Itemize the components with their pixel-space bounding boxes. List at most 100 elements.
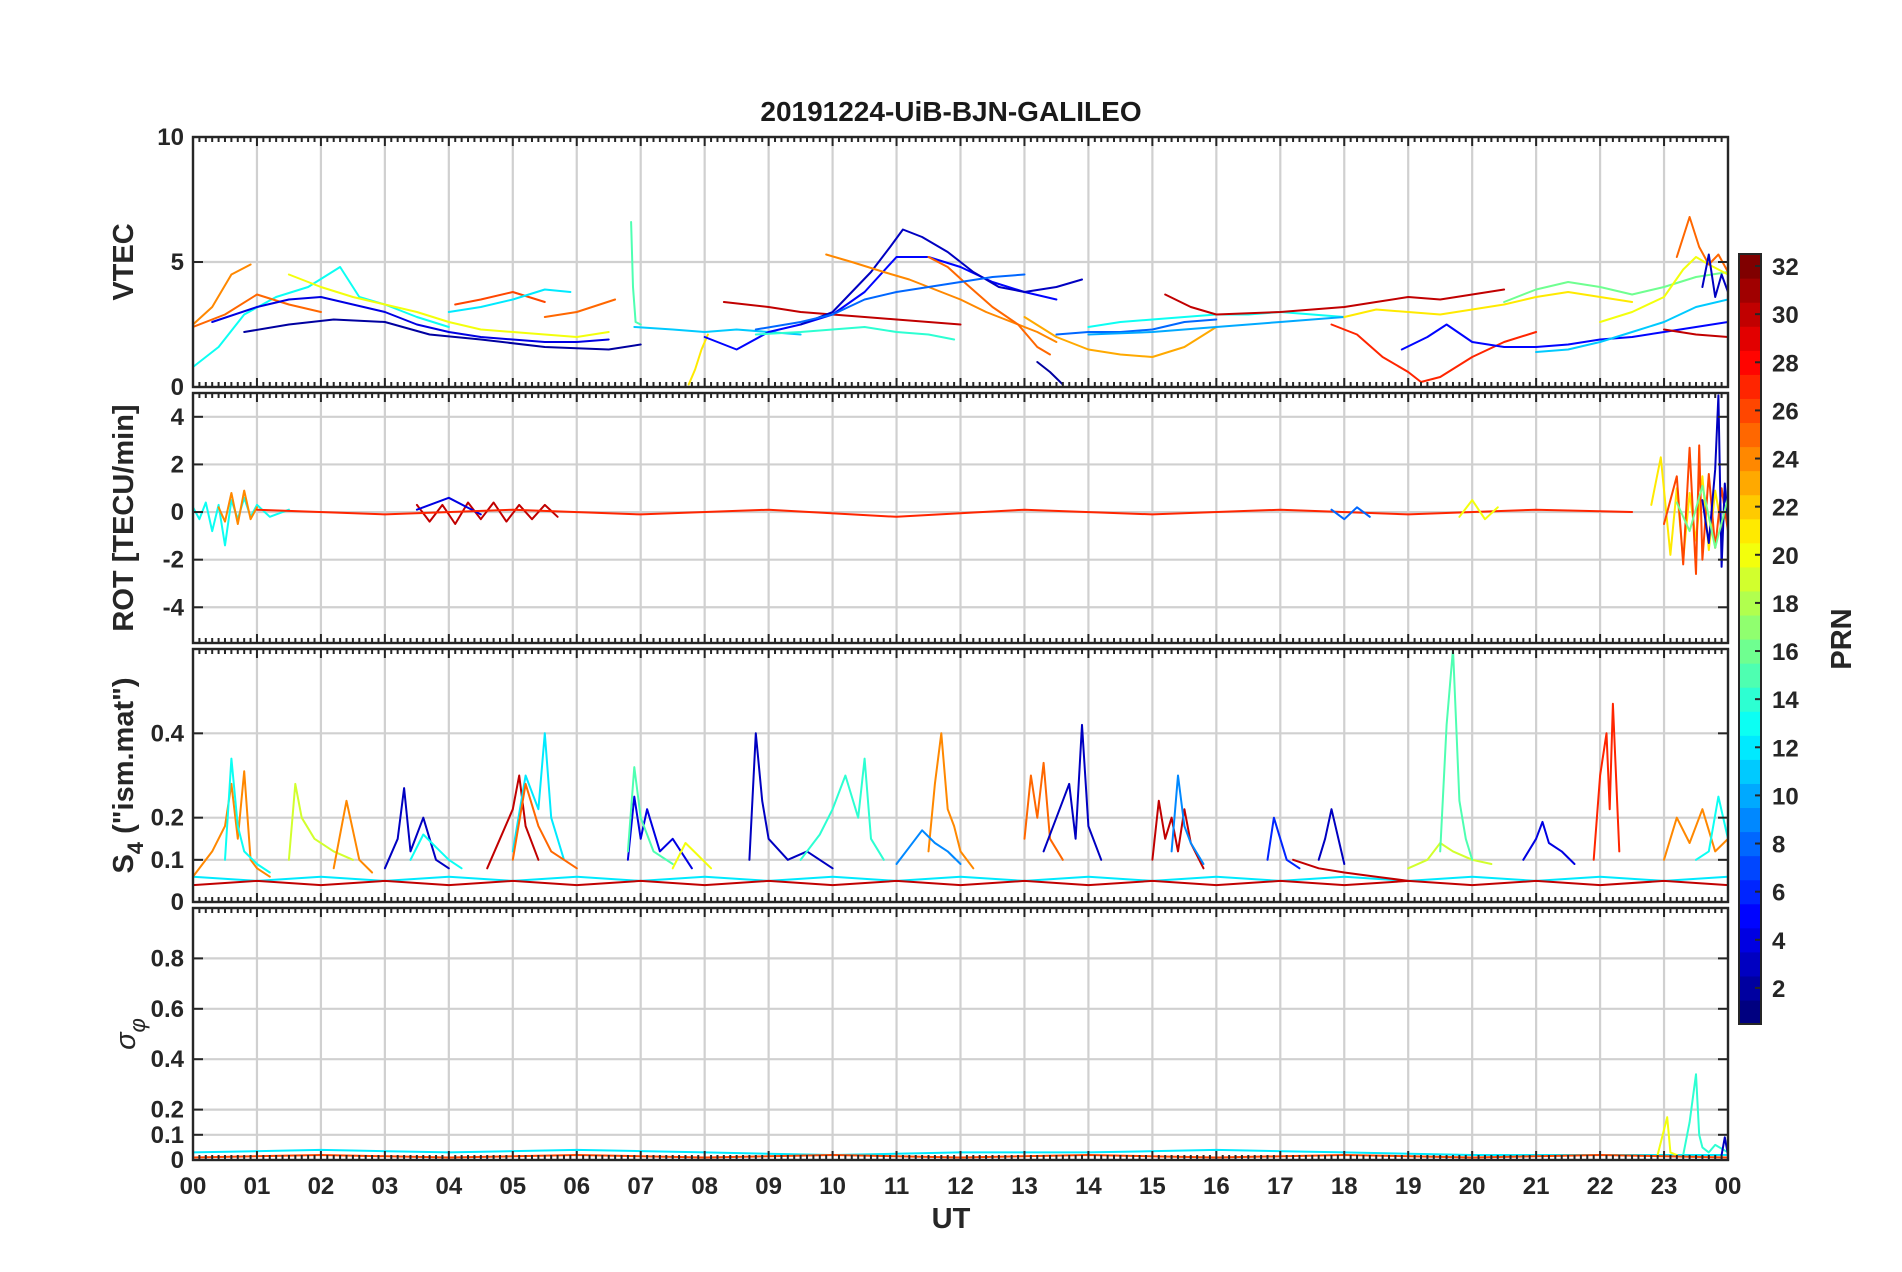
colorbar-tick-label: 12 [1772, 735, 1799, 762]
series-prn-4 [211, 296, 610, 343]
series-prn-13 [409, 833, 463, 870]
series-prn-15 [1439, 649, 1474, 861]
x-tick-label: 15 [1139, 1173, 1166, 1200]
x-tick-label: 19 [1395, 1173, 1422, 1200]
y-tick-label: 0 [171, 499, 184, 526]
colorbar-band [1739, 903, 1761, 929]
colorbar-tick-label: 20 [1772, 543, 1799, 570]
series-prn-30 [486, 774, 540, 870]
series-prn-30 [1663, 328, 1728, 338]
x-tick-label: 07 [627, 1173, 654, 1200]
series-prn-11 [1535, 298, 1728, 353]
colorbar-band [1739, 590, 1761, 616]
series-prn-3 [383, 787, 450, 870]
y-axis-label-main: σ [110, 1031, 142, 1050]
series-prn-26 [454, 291, 546, 306]
series-prn-21 [1343, 291, 1634, 318]
x-tick-label: 14 [1075, 1173, 1102, 1200]
colorbar-band [1739, 326, 1761, 351]
series-prn-15 [630, 221, 642, 326]
series-prn-11 [633, 326, 802, 336]
x-axis: 00 01 02 03 04 05 06 07 08 09 10 11 12 13 14 15 16 17 18 19… [180, 1173, 1742, 1200]
y-tick-label: 4 [171, 404, 185, 431]
y-axis-label: VTEC [108, 223, 140, 300]
colorbar-band [1739, 783, 1761, 809]
series-prn-2 [1036, 361, 1064, 386]
panel-1: 0 5 10 VTEC [108, 124, 1730, 401]
y-tick-label: 0.4 [151, 1046, 185, 1073]
panel-frame [191, 135, 1730, 389]
y-axis-label: σφ [110, 1018, 150, 1050]
colorbar-band [1739, 254, 1761, 279]
colorbar-tick-label: 32 [1772, 254, 1799, 281]
series-prn-14 [754, 326, 956, 341]
colorbar-tick-label: 18 [1772, 591, 1799, 618]
series-prn-27 [256, 508, 1634, 518]
colorbar-tick-label: 26 [1772, 398, 1799, 425]
series-prn-9 [1170, 774, 1205, 865]
series-prn-8 [754, 273, 1026, 331]
colorbar-band [1739, 278, 1761, 303]
series-prn-16 [1675, 484, 1728, 549]
x-tick-label: 13 [1011, 1173, 1038, 1200]
x-tick-label: 02 [308, 1173, 335, 1200]
series-prn-4 [1522, 820, 1576, 865]
colorbar-tick-label: 16 [1772, 639, 1799, 666]
colorbar-tick-label: 4 [1772, 928, 1786, 955]
series-prn-3 [1317, 808, 1346, 865]
series-prn-25 [1023, 761, 1064, 861]
colorbar-band [1739, 975, 1761, 1001]
colorbar-band [1739, 422, 1761, 448]
y-tick-label: 0.1 [151, 847, 184, 874]
colorbar-band [1739, 879, 1761, 905]
series-prn-24 [193, 770, 271, 878]
series-prn-25 [927, 256, 1051, 356]
x-tick-label: 00 [1715, 1173, 1742, 1200]
series-prn-30 [1292, 858, 1410, 882]
series-prn-23 [1023, 316, 1218, 358]
series-prn-3 [1042, 723, 1103, 861]
panel-4: 00.10.2 0.4 0.6 0.8 σφ [110, 906, 1730, 1174]
panel-frame [191, 647, 1730, 904]
panel-3: 00.10.20.4S4 ("ism.mat") [108, 647, 1730, 916]
x-tick-label: 04 [435, 1173, 462, 1200]
x-tick-label: 10 [819, 1173, 846, 1200]
colorbar-tick-label: 24 [1772, 447, 1799, 474]
colorbar-band [1739, 759, 1761, 784]
colorbar-band [1739, 663, 1761, 688]
colorbar-tick-label: 8 [1772, 832, 1785, 859]
colorbar-band [1739, 518, 1761, 544]
colorbar-band [1739, 446, 1761, 472]
series-prn-20 [671, 842, 713, 870]
colorbar-band [1739, 374, 1761, 399]
series-prn-20 [1656, 1116, 1678, 1156]
y-tick-label: 0.4 [151, 720, 185, 747]
x-tick-label: 11 [884, 1173, 909, 1200]
x-tick-label: 17 [1267, 1173, 1294, 1200]
series-prn-20 [1458, 499, 1499, 521]
x-tick-label: 00 [180, 1173, 207, 1200]
x-tick-label: 09 [755, 1173, 782, 1200]
y-axis-label: ROT [TECU/min] [108, 404, 140, 631]
y-axis-label-sub: 4 [123, 841, 148, 854]
series-prn-13 [224, 757, 271, 874]
series-prn-24 [1663, 808, 1728, 861]
colorbar-band [1739, 807, 1761, 833]
series-prn-2 [243, 318, 642, 351]
series-prn-24 [825, 253, 1058, 343]
x-axis-label: UT [932, 1203, 971, 1235]
y-tick-label: -2 [163, 547, 184, 574]
series-prn-19 [1407, 842, 1493, 870]
series-prn-24 [217, 489, 258, 525]
colorbar-tick-label: 22 [1772, 495, 1799, 522]
series-prn-8 [1055, 318, 1218, 336]
colorbar-band [1739, 614, 1761, 640]
colorbar-bands [1739, 254, 1761, 1025]
series-prn-25 [193, 293, 322, 328]
colorbar-band [1739, 350, 1761, 375]
series-prn-30 [193, 879, 1728, 887]
y-tick-label: 0.2 [151, 805, 184, 832]
